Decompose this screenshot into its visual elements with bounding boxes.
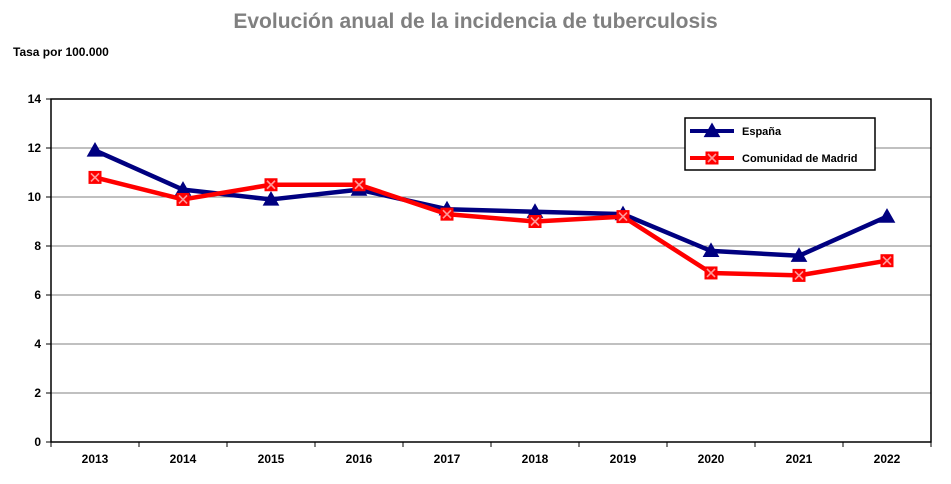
data-point-marker [702,242,720,258]
y-tick-label: 2 [34,386,41,400]
data-point-marker [440,207,454,221]
data-point-marker [792,268,806,282]
data-point-marker [264,178,278,192]
legend-item: Comunidad de Madrid [690,151,858,165]
marker-cross [178,194,188,205]
data-point-marker [86,141,104,157]
y-tick-label: 10 [28,190,42,204]
marker-cross [266,180,276,190]
marker-cross [794,270,804,280]
x-tick-label: 2015 [258,452,285,466]
series-line [94,175,888,278]
marker-cross [530,216,540,227]
series-madrid [88,170,894,282]
marker-cross [618,212,628,222]
y-tick-label: 4 [34,337,41,351]
data-point-marker [704,266,718,280]
y-tick-label: 14 [28,92,42,106]
gridlines [51,147,931,394]
y-tick-label: 8 [34,239,41,253]
axes: 0 2 4 6 8 10 12 14 2013 2014 2015 2016 2017 2018 2019 2… [28,92,932,466]
legend-label: España [742,126,782,138]
legend-label: Comunidad de Madrid [742,153,858,165]
legend-item: España [690,122,782,138]
x-tick-label: 2014 [170,452,197,466]
data-point-marker [528,215,542,228]
series [86,141,896,282]
marker-cross [707,153,717,163]
marker-cross [882,256,892,266]
marker-cross [90,172,100,182]
marker-cross [706,268,716,278]
data-point-marker [88,170,102,184]
y-tick-label: 6 [34,288,41,302]
data-point-marker [790,247,808,262]
series-line [94,148,888,259]
data-point-marker [176,192,190,206]
data-point-marker [705,151,719,165]
data-point-marker [352,178,366,192]
x-tick-label: 2017 [434,452,461,466]
data-point-marker [262,190,280,206]
legend: España Comunidad de Madrid [684,117,876,171]
x-tick-label: 2019 [610,452,637,466]
y-tick-label: 0 [34,435,41,449]
marker-cross [354,180,364,190]
x-tick-label: 2022 [874,452,901,466]
x-tick-label: 2018 [522,452,549,466]
y-axis-label: Tasa por 100.000 [13,45,109,59]
data-point-marker [616,210,630,224]
x-tick-label: 2021 [786,452,813,466]
x-tick-label: 2020 [698,452,725,466]
x-tick-label: 2013 [82,452,109,466]
marker-cross [442,209,452,219]
x-tick-label: 2016 [346,452,373,466]
data-point-marker [878,208,896,223]
y-tick-label: 12 [28,141,42,155]
chart-title: Evolución anual de la incidencia de tube… [233,10,718,33]
data-point-marker [703,122,721,138]
data-point-marker [880,254,894,268]
